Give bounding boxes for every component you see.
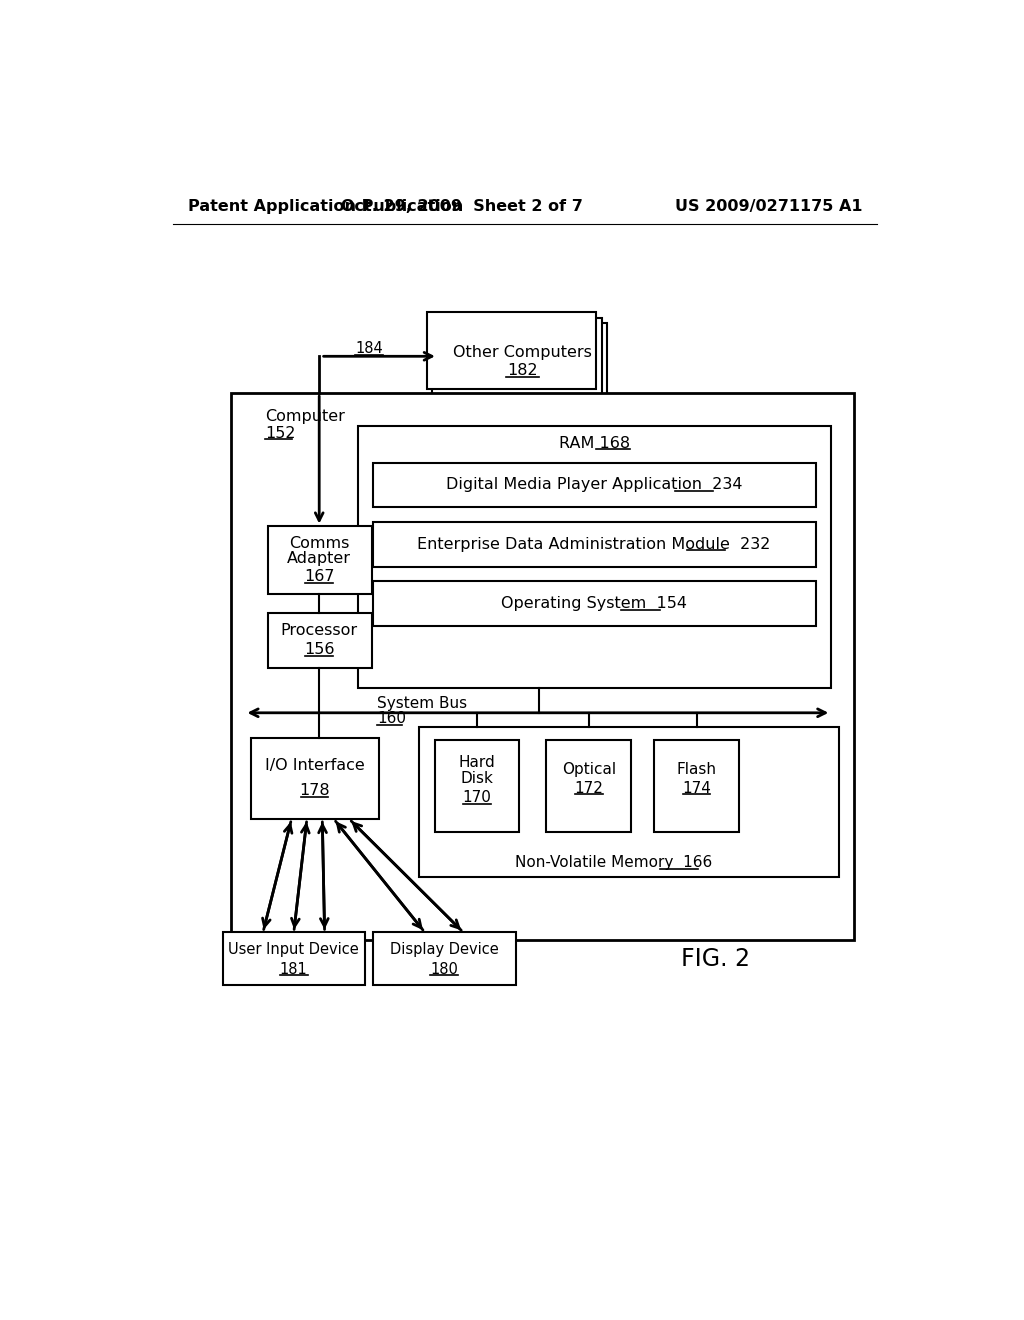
Text: Patent Application Publication: Patent Application Publication	[188, 198, 464, 214]
Text: Display Device: Display Device	[389, 941, 499, 957]
Text: 184: 184	[355, 341, 383, 356]
Text: Digital Media Player Application  234: Digital Media Player Application 234	[445, 478, 742, 492]
Bar	[230, 393, 854, 940]
Text: Other Computers: Other Computers	[453, 345, 592, 360]
Text: 160: 160	[377, 711, 406, 726]
Text: System Bus: System Bus	[377, 696, 467, 711]
Text: Operating System  154: Operating System 154	[501, 595, 687, 611]
Text: Disk: Disk	[461, 771, 494, 785]
Bar	[223, 932, 366, 985]
Bar	[547, 739, 631, 832]
Text: 172: 172	[574, 780, 603, 796]
Bar	[438, 323, 607, 400]
Text: I/O Interface: I/O Interface	[265, 758, 365, 772]
Bar	[373, 462, 816, 507]
Text: Processor: Processor	[281, 623, 357, 638]
Bar	[357, 426, 831, 688]
Text: Hard: Hard	[459, 755, 496, 771]
Bar	[427, 313, 596, 389]
Text: 167: 167	[304, 569, 335, 583]
Bar	[373, 521, 816, 566]
Text: Computer: Computer	[265, 409, 345, 424]
Text: Flash: Flash	[677, 762, 717, 776]
Text: User Input Device: User Input Device	[228, 941, 359, 957]
Bar	[435, 739, 519, 832]
Text: RAM 168: RAM 168	[558, 436, 630, 451]
Text: Enterprise Data Administration Module  232: Enterprise Data Administration Module 23…	[418, 537, 771, 552]
Text: 182: 182	[507, 363, 538, 379]
Text: Adapter: Adapter	[287, 552, 351, 566]
Text: Oct. 29, 2009  Sheet 2 of 7: Oct. 29, 2009 Sheet 2 of 7	[341, 198, 583, 214]
Text: 178: 178	[299, 783, 330, 799]
Bar	[252, 738, 379, 818]
Text: Optical: Optical	[561, 762, 615, 776]
Bar	[267, 612, 372, 668]
Bar	[267, 527, 372, 594]
Text: 180: 180	[430, 962, 458, 977]
Text: 152: 152	[265, 426, 296, 441]
Text: FIG. 2: FIG. 2	[681, 948, 751, 972]
Text: Comms: Comms	[289, 536, 349, 550]
Bar	[654, 739, 739, 832]
Bar	[373, 581, 816, 626]
Text: 181: 181	[280, 962, 307, 977]
Bar	[373, 932, 515, 985]
Text: Non-Volatile Memory  166: Non-Volatile Memory 166	[515, 855, 712, 870]
Text: 170: 170	[463, 789, 492, 805]
Bar	[419, 726, 839, 876]
Text: 174: 174	[682, 780, 711, 796]
Bar	[432, 318, 602, 395]
Text: US 2009/0271175 A1: US 2009/0271175 A1	[675, 198, 862, 214]
Text: 156: 156	[304, 642, 335, 657]
